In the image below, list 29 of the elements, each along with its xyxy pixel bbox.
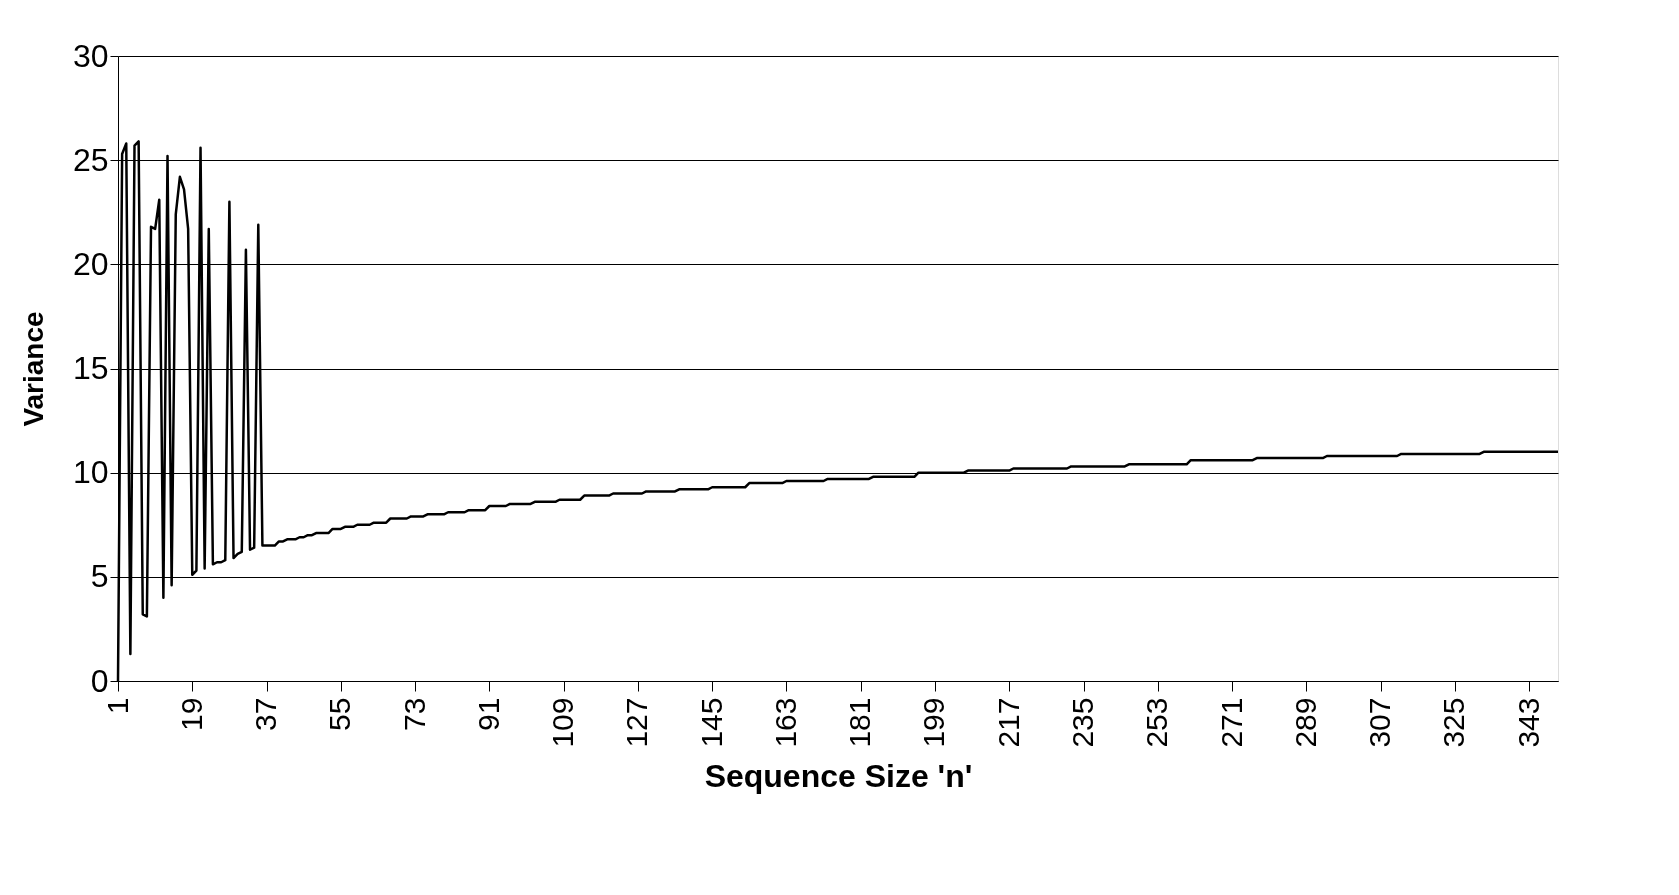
x-tick-label: 253 (1140, 697, 1174, 748)
x-tick-label: 73 (397, 697, 431, 731)
x-tick-label: 37 (249, 697, 283, 731)
y-tick-label: 10 (72, 454, 109, 491)
x-tick-label: 127 (620, 697, 654, 748)
y-tick-label: 15 (72, 350, 109, 386)
y-axis-title: Variance (17, 311, 49, 427)
x-tick-label: 145 (694, 697, 728, 748)
x-tick-label: 289 (1288, 697, 1322, 748)
x-tick-label: 307 (1363, 697, 1397, 748)
y-tick-label: 20 (72, 245, 109, 282)
x-tick-label: 325 (1437, 697, 1471, 748)
x-axis-title: Sequence Size 'n' (704, 757, 973, 794)
y-tick-label: 30 (72, 37, 109, 74)
x-tick-label: 343 (1511, 697, 1545, 748)
x-tick-label: 91 (471, 697, 505, 731)
x-tick-label: 199 (917, 697, 951, 748)
x-tick-label: 181 (843, 697, 877, 748)
y-tick-label: 25 (72, 141, 109, 178)
x-tick-label: 235 (1066, 697, 1099, 748)
x-tick-label: 217 (991, 697, 1025, 748)
y-tick-label: 0 (90, 662, 109, 699)
x-tick-label: 109 (546, 697, 580, 748)
x-tick-label: 19 (174, 697, 208, 731)
x-tick-label: 55 (323, 697, 357, 731)
y-tick-label: 5 (90, 558, 109, 595)
x-tick-label: 1 (100, 697, 134, 715)
x-tick-label: 271 (1214, 697, 1248, 748)
x-tick-label: 163 (768, 697, 802, 748)
